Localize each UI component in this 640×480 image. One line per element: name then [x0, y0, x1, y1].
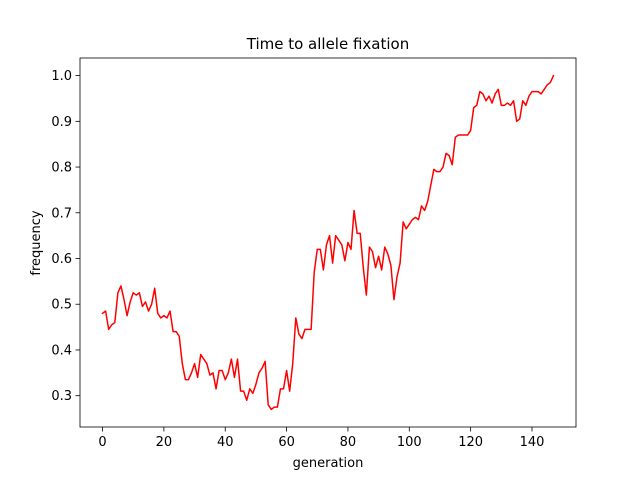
x-tick-label: 60 — [278, 435, 295, 450]
x-tick-label: 0 — [98, 435, 106, 450]
series-line-0 — [101, 74, 555, 411]
plot-frame — [79, 57, 577, 428]
y-tick-label: 0.5 — [51, 298, 72, 313]
x-tick-label: 120 — [458, 435, 483, 450]
y-tick-label: 0.4 — [51, 343, 72, 358]
plot-area: 0 20 40 60 80 100 120 140 0.3 0.4 0.5 0.6 0.7 0.8 0.9 1… — [51, 57, 577, 450]
chart-title: Time to allele fixation — [246, 35, 409, 53]
x-tick-label: 80 — [340, 435, 357, 450]
y-tick-label: 0.8 — [51, 161, 72, 176]
y-tick-label: 0.7 — [51, 206, 72, 221]
y-axis-label: frequency — [29, 210, 44, 276]
y-tick-label: 1.0 — [51, 69, 72, 84]
x-axis-label: generation — [293, 456, 364, 471]
y-tick-label: 0.6 — [51, 252, 72, 267]
y-tick-label: 0.9 — [51, 115, 72, 130]
x-tick-label: 40 — [217, 435, 234, 450]
x-tick-label: 20 — [156, 435, 173, 450]
x-tick-label: 140 — [520, 435, 545, 450]
x-tick-label: 100 — [397, 435, 422, 450]
y-tick-label: 0.3 — [51, 389, 72, 404]
